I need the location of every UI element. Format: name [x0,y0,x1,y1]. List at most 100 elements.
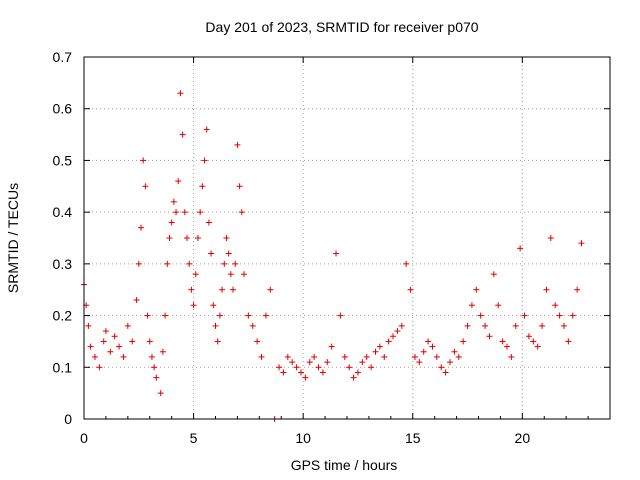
data-point [293,364,300,371]
data-point [297,369,304,376]
data-point [234,141,241,148]
data-point [210,302,217,309]
data-point [468,302,475,309]
data-point [455,353,462,360]
data-point [394,328,401,335]
data-point [328,343,335,350]
data-point [451,348,458,355]
grid [84,57,610,419]
data-point [146,338,153,345]
x-axis-title: GPS time / hours [291,457,398,473]
data-point [184,235,191,241]
data-point [225,250,232,257]
y-tick-label: 0.3 [53,256,73,272]
data-point [151,364,158,371]
data-point [525,333,532,340]
data-point [276,364,283,371]
data-point [407,286,414,293]
data-point [102,328,109,335]
data-point [420,348,427,355]
data-point [574,286,581,293]
data-point [284,353,291,360]
data-point [385,338,392,345]
data-point [433,353,440,360]
data-point [547,235,554,241]
data-point [96,364,103,371]
y-axis-title: SRMTID / TECUs [5,183,21,293]
data-point [192,271,199,278]
data-point [398,322,405,329]
data-point [116,343,123,350]
data-point [337,312,344,319]
data-point [107,348,114,355]
data-point [212,322,219,329]
plot-frame [83,56,611,420]
data-point [140,157,147,164]
data-point [503,343,510,350]
data-point [490,271,497,278]
data-point [464,322,471,329]
x-tick-label: 10 [295,430,311,446]
x-tick-labels: 0 5 10 15 20 [80,430,530,446]
data-point [482,322,489,329]
data-point [447,359,454,366]
data-point [258,353,265,360]
data-point [214,338,221,345]
data-point [512,322,519,329]
data-point [245,312,252,319]
data-point [186,260,193,267]
data-point [315,364,322,371]
data-point [181,209,188,216]
data-point [129,338,136,345]
data-point [201,157,208,164]
data-point [194,235,201,241]
data-point [539,322,546,329]
data-point [232,260,239,267]
data-point [517,245,524,252]
data-point [556,312,563,319]
data-point [135,260,142,267]
data-point [368,364,375,371]
data-point [87,343,94,350]
data-point [254,338,261,345]
data-point [460,338,467,345]
data-point [175,178,182,185]
data-point [495,302,502,309]
data-point [473,286,480,293]
data-point [153,374,160,381]
data-point [173,209,180,216]
data-point [359,359,366,366]
data-point [319,369,326,376]
data-point [552,302,559,309]
data-point [124,322,131,329]
data-point [280,369,287,376]
data-point [569,312,576,319]
data-point [390,333,397,340]
data-point [372,348,379,355]
x-tick-label: 20 [515,430,531,446]
data-point [249,322,256,329]
y-tick-label: 0.5 [53,152,73,168]
data-point [199,183,206,190]
data-point [177,90,184,97]
data-point [521,312,528,319]
y-tick-labels: 0 0.1 0.2 0.3 0.4 0.5 0.6 0.7 [53,49,73,427]
data-point [289,359,296,366]
y-tick-label: 0.6 [53,101,73,117]
data-point [208,250,215,257]
data-point [148,353,155,360]
data-point [499,338,506,345]
data-point [85,322,92,329]
data-point [565,338,572,345]
data-point [416,359,423,366]
data-point [442,369,449,376]
data-point [142,183,149,190]
data-point [120,353,127,360]
data-point [164,260,171,267]
data-point [111,333,118,340]
data-point [411,353,418,360]
data-point [179,131,186,138]
data-point [240,271,247,278]
data-point [543,286,550,293]
